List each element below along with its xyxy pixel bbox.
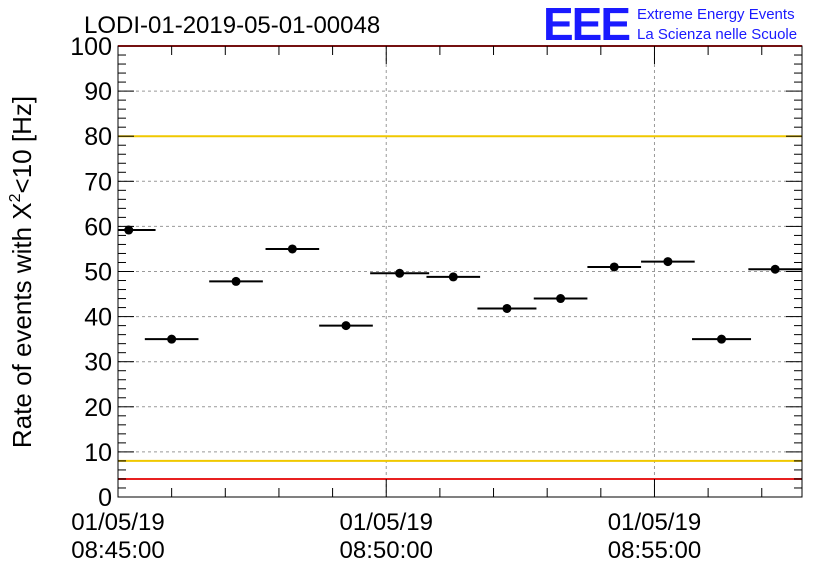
data-point [556, 294, 566, 304]
eee-logo: EEE Extreme Energy Events La Scienza nel… [543, 0, 797, 50]
x-tick-label-time: 08:50:00 [340, 537, 433, 564]
y-tick-label: 40 [84, 304, 112, 332]
y-tick-label: 70 [84, 168, 112, 196]
logo-line1: Extreme Energy Events [637, 6, 795, 23]
y-tick-label: 0 [98, 484, 112, 512]
data-point [341, 321, 351, 331]
y-tick-label: 20 [84, 394, 112, 422]
data-point [663, 257, 673, 267]
data-point [395, 268, 405, 278]
y-tick-label: 80 [84, 123, 112, 151]
y-tick-label: 50 [84, 259, 112, 287]
x-tick-label-date: 01/05/19 [340, 509, 433, 536]
data-point [231, 276, 241, 286]
data-point [448, 272, 458, 282]
axis-ticks [117, 45, 802, 498]
data-point [717, 334, 727, 344]
y-axis-label-sup: 2 [7, 193, 24, 202]
y-tick-label: 30 [84, 349, 112, 377]
reference-lines [118, 45, 802, 480]
data-point [167, 334, 177, 344]
y-axis-label: Rate of events with X2<10 [Hz] [7, 96, 37, 448]
x-tick-label-time: 08:55:00 [608, 537, 701, 564]
grid [118, 46, 802, 497]
x-tick-label-time: 08:45:00 [71, 537, 164, 564]
data-point [609, 262, 619, 272]
chart-title: LODI-01-2019-05-01-00048 [84, 12, 380, 39]
y-tick-label: 100 [70, 33, 112, 61]
x-tick-label-date: 01/05/19 [71, 509, 164, 536]
y-axis-label-tail: <10 [Hz] [7, 96, 37, 194]
y-tick-label: 10 [84, 439, 112, 467]
x-tick-label-date: 01/05/19 [608, 509, 701, 536]
data-point [502, 303, 512, 313]
y-tick-label: 90 [84, 78, 112, 106]
data-point [124, 225, 134, 235]
data-point [770, 264, 780, 274]
axis-labels: 010203040506070809010001/05/1908:45:0001… [70, 33, 701, 564]
y-axis-label-main: Rate of events with X [7, 202, 37, 448]
data-point [287, 244, 297, 254]
y-tick-label: 60 [84, 213, 112, 241]
logo-letters: EEE [543, 0, 629, 50]
data-points [118, 225, 802, 344]
logo-line2: La Scienza nelle Scuole [637, 26, 797, 43]
